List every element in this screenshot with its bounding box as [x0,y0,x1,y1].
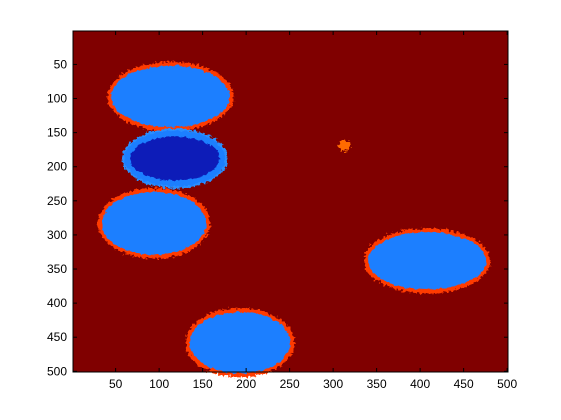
x-tick-label: 50 [109,377,123,391]
x-tick-label: 500 [497,377,517,391]
region-core [130,136,220,181]
region-core [189,311,291,374]
region-blob-bottom [185,307,295,378]
axes-box [72,30,509,373]
y-tick-label: 50 [54,57,68,71]
x-tick-label: 200 [236,377,256,391]
y-axis-ticks: 50 100 150 200 250 300 350 400 450 500 [47,57,508,378]
y-tick-label: 300 [47,228,67,242]
x-tick-label: 450 [454,377,474,391]
region-core [367,232,487,290]
region-speck [338,140,351,151]
region-blob-lower-left [97,187,211,259]
y-tick-label: 250 [47,194,67,208]
x-tick-label: 300 [323,377,343,391]
region-blob-right [363,228,491,294]
x-tick-label: 150 [193,377,213,391]
x-tick-label: 350 [367,377,387,391]
y-tick-label: 450 [47,330,67,344]
x-tick-label: 100 [149,377,169,391]
region-core [101,191,207,255]
heatmap-regions [97,61,491,378]
region-core [342,144,347,147]
y-tick-label: 100 [47,92,67,106]
y-tick-label: 150 [47,126,67,140]
y-tick-label: 400 [47,296,67,310]
x-tick-label: 400 [410,377,430,391]
y-tick-label: 200 [47,160,67,174]
x-tick-label: 250 [280,377,300,391]
y-tick-label: 500 [47,364,67,378]
region-core [111,65,230,128]
region-blob-top [107,61,234,132]
region-blob-middle [122,128,228,189]
y-tick-label: 350 [47,262,67,276]
x-axis-ticks: 50 100 150 200 250 300 350 400 450 500 [109,31,517,391]
